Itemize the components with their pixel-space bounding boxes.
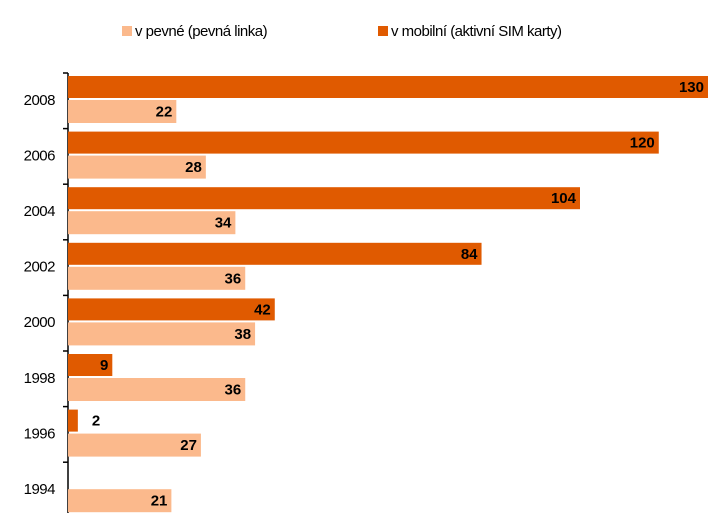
data-label: 38	[234, 326, 251, 343]
data-label: 36	[225, 270, 242, 287]
bar	[68, 298, 275, 321]
bar	[68, 409, 78, 432]
y-tick-label: 2000	[24, 314, 56, 331]
y-tick-label: 2004	[24, 203, 56, 220]
bar	[68, 242, 482, 265]
data-label: 22	[156, 103, 173, 120]
bar	[68, 489, 172, 513]
y-tick-label: 1998	[24, 370, 56, 387]
y-tick-label: 2002	[24, 259, 56, 276]
legend-label: v pevné (pevná linka)	[135, 23, 268, 40]
bar	[68, 100, 177, 123]
bar	[68, 76, 708, 98]
data-label: 9	[100, 357, 108, 374]
y-tick-label: 2006	[24, 147, 56, 164]
data-label: 2	[92, 413, 100, 430]
data-label: 34	[215, 215, 232, 232]
bar	[68, 211, 236, 235]
bar	[68, 266, 246, 290]
bar	[68, 155, 206, 179]
legend-swatch	[378, 26, 388, 36]
data-label: 84	[461, 246, 478, 263]
bar	[68, 131, 659, 154]
data-label: 120	[630, 135, 655, 152]
legend-label: v mobilní (aktivní SIM karty)	[391, 23, 562, 40]
y-tick-label: 2008	[24, 92, 56, 109]
bar	[68, 433, 201, 457]
data-label: 130	[679, 79, 704, 96]
bar	[68, 187, 580, 210]
data-label: 104	[551, 190, 577, 207]
legend-swatch	[122, 26, 132, 36]
data-label: 42	[254, 301, 271, 318]
data-label: 21	[151, 493, 168, 510]
y-tick-label: 1996	[24, 425, 56, 442]
y-tick-label: 1994	[24, 481, 56, 498]
data-label: 36	[225, 381, 242, 398]
bar	[68, 354, 113, 376]
bar	[68, 322, 256, 346]
data-label: 27	[180, 437, 197, 454]
data-label: 28	[185, 159, 202, 176]
bar	[68, 378, 246, 401]
